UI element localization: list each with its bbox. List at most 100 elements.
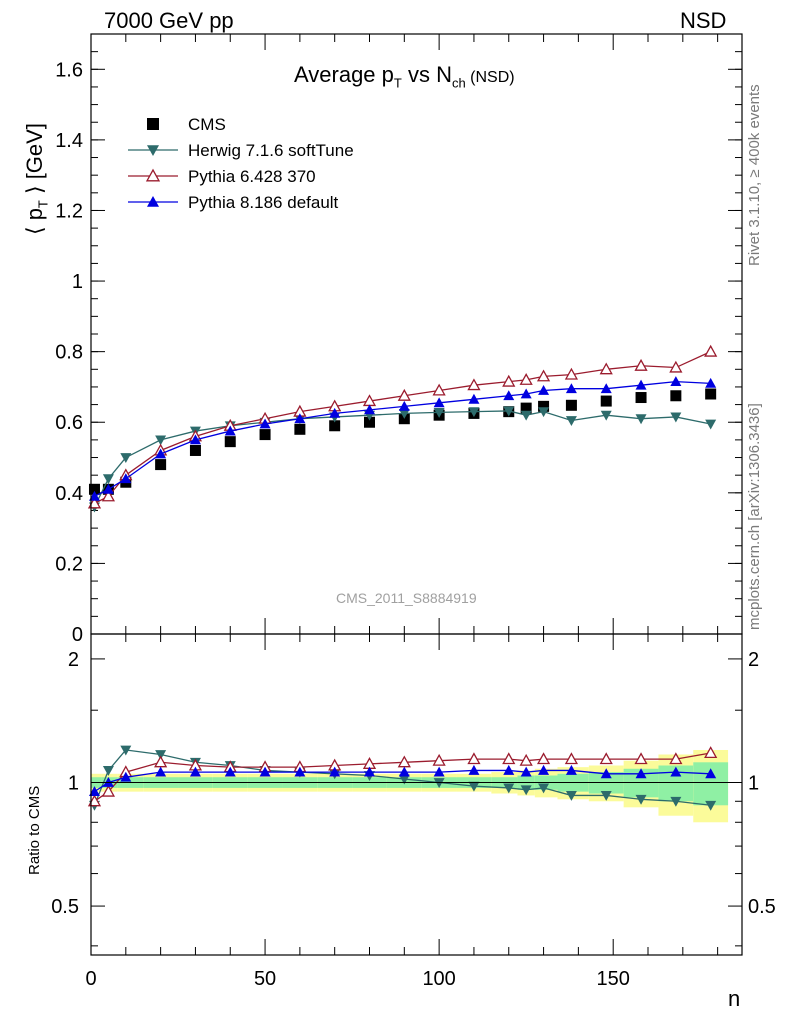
ratio-point-pythia-6-428-370 (599, 752, 613, 765)
ratio-point-pythia-8-186-default (705, 768, 717, 779)
data-point-herwig-7-1-6-softtune (705, 419, 717, 430)
ratio-point-pythia-8-186-default (88, 786, 100, 797)
data-point-herwig-7-1-6-softtune (670, 412, 682, 423)
data-point-pythia-8-186-default (398, 400, 410, 411)
ratio-y-tick-label-right: 0.5 (748, 896, 776, 918)
x-tick-label: 0 (85, 968, 96, 990)
ratio-point-herwig-7-1-6-softtune (433, 778, 445, 788)
ratio-point-pythia-8-186-default (155, 766, 167, 777)
data-point-cms (224, 436, 236, 448)
data-point-pythia-8-186-default (259, 418, 271, 429)
y-tick-label: 0.8 (55, 342, 83, 364)
ratio-point-pythia-8-186-default (364, 766, 376, 777)
ratio-point-pythia-8-186-default (120, 771, 132, 782)
ratio-point-herwig-7-1-6-softtune (102, 766, 114, 776)
data-point-pythia-8-186-default (565, 383, 577, 394)
legend-marker-herwig-7-1-6-softtune (147, 145, 159, 156)
data-point-cms (364, 416, 376, 428)
legend-label-pythia-8-186-default: Pythia 8.186 default (188, 193, 339, 212)
data-point-cms (88, 483, 100, 495)
data-point-cms (538, 400, 550, 412)
data-point-pythia-8-186-default (88, 490, 100, 501)
ratio-point-pythia-8-186-default (670, 766, 682, 777)
ratio-point-pythia-6-428-370 (432, 753, 446, 766)
data-point-cms (155, 459, 167, 471)
data-point-pythia-8-186-default (120, 473, 132, 484)
ratio-point-herwig-7-1-6-softtune (670, 796, 682, 807)
data-point-cms (329, 420, 341, 432)
ratio-point-pythia-8-186-default (224, 766, 236, 777)
data-point-cms (600, 395, 612, 407)
data-point-pythia-6-428-370 (502, 374, 516, 387)
data-point-pythia-6-428-370 (397, 388, 411, 401)
header-right-label: NSD (680, 8, 727, 33)
data-point-cms (670, 390, 682, 402)
data-point-herwig-7-1-6-softtune (398, 409, 410, 419)
ratio-point-pythia-6-428-370 (536, 752, 551, 765)
data-point-pythia-8-186-default (224, 425, 236, 436)
ratio-point-herwig-7-1-6-softtune (538, 783, 550, 794)
ratio-panel-frame (90, 633, 743, 956)
data-point-cms (635, 392, 647, 404)
ratio-point-pythia-6-428-370 (87, 794, 102, 807)
ratio-point-pythia-6-428-370 (634, 752, 648, 765)
data-point-herwig-7-1-6-softtune (102, 474, 114, 485)
main-panel-series (87, 344, 718, 513)
ratio-point-herwig-7-1-6-softtune (155, 750, 167, 761)
y-tick-label: 0.2 (55, 553, 83, 575)
ratio-point-herwig-7-1-6-softtune (705, 800, 717, 811)
ratio-point-pythia-8-186-default (294, 766, 306, 777)
data-point-pythia-6-428-370 (432, 383, 446, 396)
data-point-herwig-7-1-6-softtune (565, 416, 577, 426)
data-point-pythia-6-428-370 (564, 367, 579, 380)
chart-title: Average pT vs Nch (NSD) (294, 62, 515, 91)
data-point-pythia-8-186-default (364, 404, 376, 415)
ratio-point-herwig-7-1-6-softtune (600, 791, 612, 801)
data-point-pythia-8-186-default (189, 434, 201, 445)
legend-marker-pythia-8-186-default (147, 196, 159, 207)
data-point-pythia-8-186-default (102, 483, 114, 494)
x-tick-label: 50 (254, 968, 276, 990)
data-point-herwig-7-1-6-softtune (503, 406, 515, 417)
data-point-herwig-7-1-6-softtune (635, 414, 647, 425)
ratio-point-pythia-6-428-370 (704, 746, 718, 759)
ratio-point-pythia-6-428-370 (154, 755, 168, 768)
data-point-pythia-8-186-default (468, 393, 480, 404)
data-point-cms (259, 429, 271, 441)
data-point-pythia-8-186-default (670, 376, 682, 387)
data-point-cms (294, 423, 306, 435)
side-label-mcplots: mcplots.cern.ch [arXiv:1306.3436] (746, 403, 763, 630)
data-point-herwig-7-1-6-softtune (120, 453, 132, 464)
ratio-point-pythia-6-428-370 (101, 784, 116, 797)
ratio-point-herwig-7-1-6-softtune (635, 794, 647, 805)
data-point-pythia-6-428-370 (634, 358, 648, 371)
series-line-pythia-6-428-370 (94, 351, 711, 504)
ratio-point-pythia-6-428-370 (669, 752, 683, 765)
ratio-point-pythia-6-428-370 (502, 752, 516, 765)
legend-label-pythia-6-428-370: Pythia 6.428 370 (188, 167, 316, 186)
data-point-pythia-6-428-370 (599, 362, 613, 375)
data-point-pythia-6-428-370 (536, 369, 551, 382)
ratio-point-herwig-7-1-6-softtune (120, 745, 132, 756)
data-point-herwig-7-1-6-softtune (538, 407, 550, 418)
data-point-pythia-6-428-370 (669, 360, 683, 373)
data-point-herwig-7-1-6-softtune (520, 410, 532, 421)
ratio-point-pythia-8-186-default (189, 766, 201, 777)
y-axis-label-main: ⟨ pT ⟩ [GeV] (22, 123, 51, 235)
data-point-pythia-8-186-default (520, 388, 532, 399)
y-tick-label: 0 (72, 624, 83, 646)
y-tick-label: 1.4 (55, 130, 83, 152)
x-axis-label: n (728, 986, 741, 1011)
data-point-pythia-6-428-370 (467, 378, 481, 391)
ratio-point-herwig-7-1-6-softtune (565, 791, 577, 801)
legend-label-herwig-7-1-6-softtune: Herwig 7.1.6 softTune (188, 141, 354, 160)
data-point-pythia-8-186-default (503, 390, 515, 401)
legend-marker-pythia-6-428-370 (145, 168, 161, 182)
data-point-cms (520, 402, 532, 414)
watermark: CMS_2011_S8884919 (336, 590, 477, 606)
ratio-y-tick-label: 2 (68, 649, 79, 671)
data-point-pythia-8-186-default (538, 384, 550, 395)
ratio-point-pythia-8-186-default (635, 768, 647, 779)
data-point-herwig-7-1-6-softtune (468, 407, 480, 418)
